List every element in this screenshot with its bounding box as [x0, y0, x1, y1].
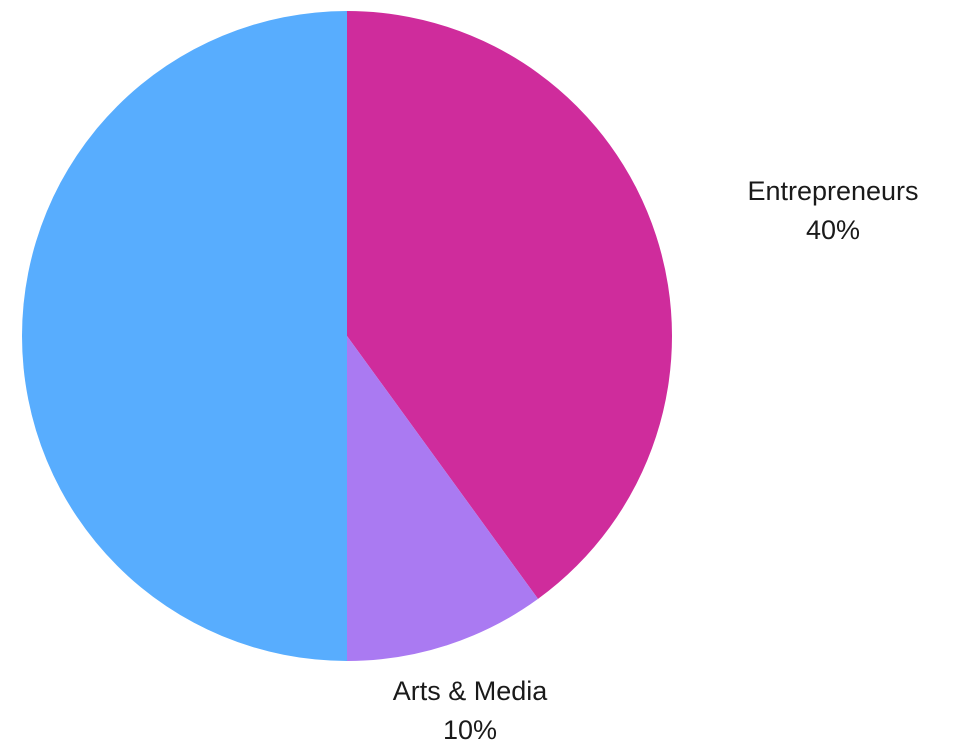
slice-label-entrepreneurs-value: 40%	[805, 215, 861, 245]
slice-label-arts-media: Arts & Media 10%	[345, 672, 595, 750]
pie-slice-unlabeled	[22, 11, 347, 661]
slice-label-entrepreneurs-name: Entrepreneurs	[747, 176, 919, 206]
slice-label-arts-media-name: Arts & Media	[392, 676, 548, 706]
pie-slice-entrepreneurs	[347, 11, 672, 599]
slice-label-entrepreneurs: Entrepreneurs 40%	[708, 172, 958, 250]
slice-label-arts-media-value: 10%	[442, 715, 498, 745]
pie-slice-arts-media	[347, 336, 539, 661]
